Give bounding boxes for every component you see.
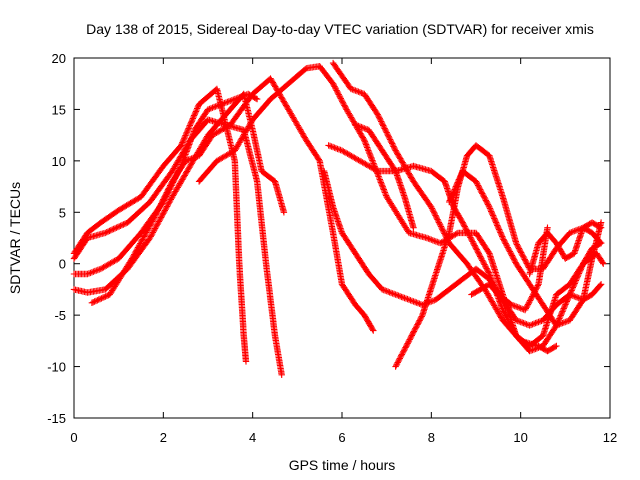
series-arc-14 bbox=[526, 219, 605, 278]
y-tick-label: 10 bbox=[52, 154, 66, 169]
x-tick-label: 8 bbox=[428, 430, 435, 445]
plot-border bbox=[73, 57, 611, 419]
series-markers bbox=[70, 116, 285, 378]
y-tick-label: -15 bbox=[47, 411, 66, 426]
x-tick-label: 0 bbox=[70, 430, 77, 445]
x-tick-label: 2 bbox=[160, 430, 167, 445]
y-tick-label: 5 bbox=[59, 205, 66, 220]
x-tick-label: 6 bbox=[338, 430, 345, 445]
series-arc-11 bbox=[392, 142, 605, 370]
y-tick-label: -10 bbox=[47, 360, 66, 375]
y-tick-label: 20 bbox=[52, 51, 66, 66]
y-axis-ticks: -15 -10 -5 0 5 10 15 20 bbox=[47, 51, 610, 426]
x-axis-ticks: 0 2 4 6 8 10 12 bbox=[70, 58, 617, 445]
series-arc-10 bbox=[352, 121, 417, 231]
series-arc-13 bbox=[468, 224, 551, 314]
x-tick-label: 4 bbox=[249, 430, 256, 445]
x-tick-label: 12 bbox=[603, 430, 617, 445]
x-tick-label: 10 bbox=[513, 430, 527, 445]
y-tick-label: 0 bbox=[59, 257, 66, 272]
series-arc-5 bbox=[88, 75, 377, 334]
y-tick-label: 15 bbox=[52, 102, 66, 117]
y-axis-label: SDTVAR / TECUs bbox=[7, 182, 23, 294]
y-tick-label: -5 bbox=[54, 308, 66, 323]
series-arc-1 bbox=[70, 85, 250, 365]
series-arc-12 bbox=[446, 167, 605, 329]
series-arc-2 bbox=[70, 116, 285, 378]
chart-title: Day 138 of 2015, Sidereal Day-to-day VTE… bbox=[86, 21, 594, 37]
x-axis-label: GPS time / hours bbox=[289, 457, 396, 473]
plot-frame bbox=[73, 57, 611, 419]
data-series-layer bbox=[70, 59, 607, 378]
